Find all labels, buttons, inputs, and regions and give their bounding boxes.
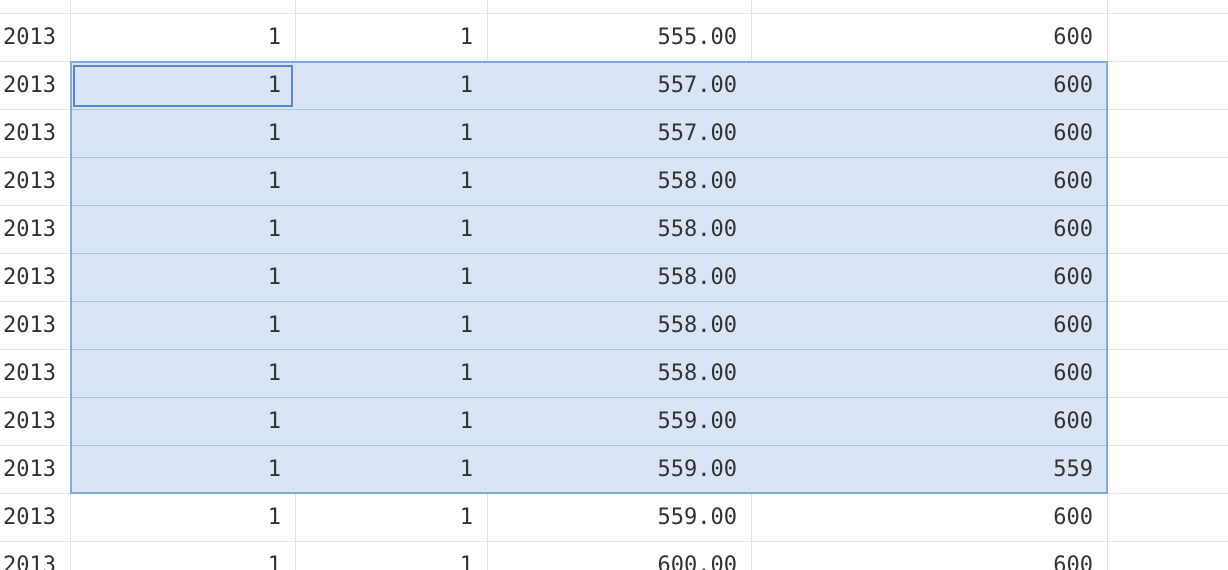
cell[interactable]: 1 (295, 302, 488, 350)
cell[interactable]: 1 (70, 494, 295, 542)
cell[interactable]: 600 (751, 158, 1108, 206)
empty-cell[interactable] (1107, 206, 1228, 254)
cell[interactable]: 557.00 (487, 110, 752, 158)
cell[interactable]: 1 (295, 206, 488, 254)
empty-cell[interactable] (1107, 302, 1228, 350)
cell[interactable]: 1 (70, 542, 295, 570)
cell[interactable]: 1 (70, 398, 296, 446)
cell[interactable]: 600 (751, 62, 1108, 110)
empty-cell[interactable] (1107, 494, 1228, 542)
cell[interactable]: 559.00 (487, 398, 752, 446)
cell[interactable]: 1 (70, 14, 295, 62)
cell[interactable]: 2013 (0, 494, 70, 542)
cell[interactable]: 1 (70, 206, 296, 254)
cell[interactable]: 555.00 (487, 14, 751, 62)
cell[interactable]: 1 (70, 446, 296, 494)
cell[interactable]: 600 (751, 110, 1108, 158)
cell[interactable]: 1 (295, 350, 488, 398)
empty-cell[interactable] (1107, 62, 1228, 110)
empty-cell[interactable] (1107, 542, 1228, 570)
empty-cell[interactable] (1107, 398, 1228, 446)
cell[interactable]: 558.00 (487, 206, 752, 254)
cell[interactable]: 559 (751, 446, 1108, 494)
cell[interactable]: 2013 (0, 62, 70, 110)
empty-cell[interactable] (1107, 254, 1228, 302)
cell[interactable]: 1 (295, 494, 487, 542)
cell[interactable]: 1 (295, 542, 487, 570)
cell[interactable]: 1 (295, 446, 488, 494)
empty-cell[interactable] (1107, 446, 1228, 494)
cell[interactable]: 1 (295, 62, 488, 110)
empty-cell[interactable] (1107, 110, 1228, 158)
cell[interactable]: 1 (70, 350, 296, 398)
cell[interactable]: 559.00 (487, 494, 751, 542)
cell[interactable]: 600 (751, 302, 1108, 350)
empty-cell[interactable] (1107, 158, 1228, 206)
cell[interactable]: 600 (751, 14, 1107, 62)
cell[interactable]: 1 (295, 110, 488, 158)
cell[interactable]: 558.00 (487, 254, 752, 302)
cell[interactable]: 2013 (0, 398, 70, 446)
cell[interactable]: 558.00 (487, 350, 752, 398)
cell[interactable]: 2013 (0, 302, 70, 350)
cell[interactable]: 600 (751, 350, 1108, 398)
cell[interactable]: 2013 (0, 110, 70, 158)
cell[interactable]: 600 (751, 254, 1108, 302)
empty-cell[interactable] (1107, 350, 1228, 398)
cell[interactable]: 2013 (0, 446, 70, 494)
cell[interactable]: 2013 (0, 254, 70, 302)
cell[interactable]: 558.00 (487, 158, 752, 206)
cell[interactable]: 559.00 (487, 446, 752, 494)
row-line (0, 13, 1228, 14)
cell[interactable]: 1 (70, 62, 296, 110)
cell[interactable]: 1 (295, 398, 488, 446)
cell[interactable]: 2013 (0, 158, 70, 206)
cell[interactable]: 600 (751, 206, 1108, 254)
cell[interactable]: 2013 (0, 206, 70, 254)
cell[interactable]: 600 (751, 494, 1107, 542)
cell[interactable]: 600.00 (487, 542, 751, 570)
cell[interactable]: 1 (70, 254, 296, 302)
cell[interactable]: 1 (295, 14, 487, 62)
empty-cell[interactable] (1107, 14, 1228, 62)
cell[interactable]: 1 (295, 254, 488, 302)
cell[interactable]: 1 (70, 110, 296, 158)
cell[interactable]: 2013 (0, 542, 70, 570)
cell[interactable]: 2013 (0, 14, 70, 62)
cell[interactable]: 2013 (0, 350, 70, 398)
cell[interactable]: 1 (70, 158, 296, 206)
cell[interactable]: 1 (295, 158, 488, 206)
cell[interactable]: 558.00 (487, 302, 752, 350)
cell[interactable]: 600 (751, 542, 1107, 570)
cell[interactable]: 1 (70, 302, 296, 350)
cell[interactable]: 600 (751, 398, 1108, 446)
cell[interactable]: 557.00 (487, 62, 752, 110)
